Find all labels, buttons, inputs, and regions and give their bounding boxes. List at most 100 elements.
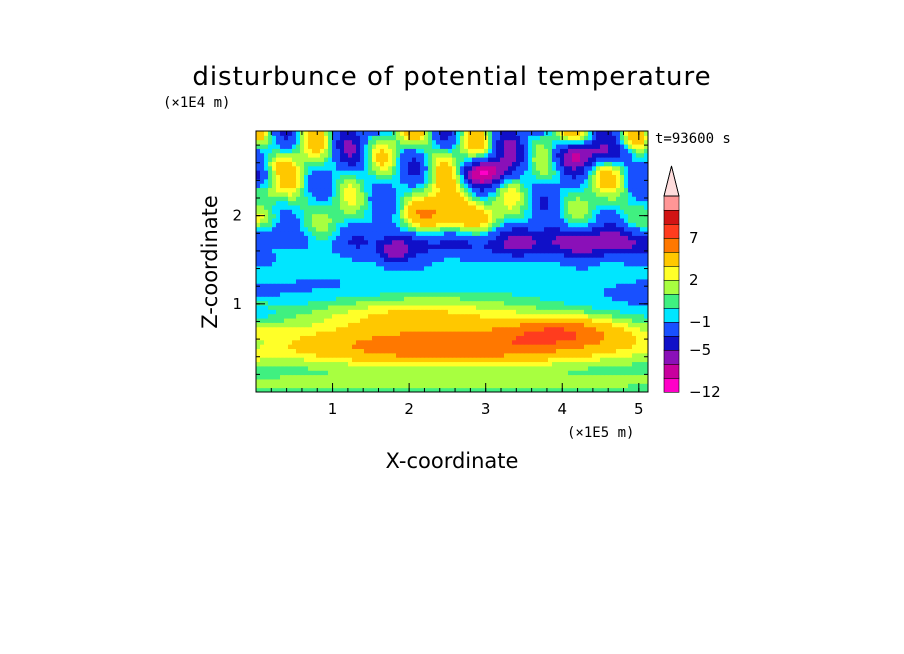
heatmap-cell bbox=[536, 200, 541, 206]
heatmap-cell bbox=[360, 326, 365, 332]
heatmap-cell bbox=[568, 318, 573, 323]
heatmap-cell bbox=[360, 283, 365, 289]
heatmap-cell bbox=[592, 300, 597, 306]
heatmap-cell bbox=[472, 352, 477, 358]
heatmap-cell bbox=[532, 252, 537, 258]
heatmap-cell bbox=[500, 344, 505, 349]
heatmap-cell bbox=[484, 313, 489, 319]
heatmap-cell bbox=[556, 178, 561, 184]
heatmap-cell bbox=[320, 204, 325, 210]
heatmap-cell bbox=[588, 178, 593, 184]
heatmap-cell bbox=[368, 331, 373, 336]
heatmap-cell bbox=[540, 383, 545, 389]
heatmap-cell bbox=[360, 291, 365, 297]
heatmap-cell bbox=[420, 291, 425, 297]
heatmap-cell bbox=[332, 204, 337, 210]
heatmap-cell bbox=[524, 331, 529, 336]
heatmap-cell bbox=[448, 226, 453, 232]
heatmap-cell bbox=[536, 226, 541, 232]
heatmap-cell bbox=[640, 374, 645, 380]
heatmap-cell bbox=[432, 274, 437, 280]
heatmap-cell bbox=[412, 322, 417, 328]
heatmap-cell bbox=[608, 187, 613, 193]
heatmap-cell bbox=[364, 226, 369, 232]
heatmap-cell bbox=[480, 218, 485, 223]
heatmap-cell bbox=[304, 326, 309, 332]
heatmap-cell bbox=[588, 300, 593, 306]
heatmap-cell bbox=[464, 170, 469, 175]
heatmap-cell bbox=[496, 352, 501, 358]
heatmap-cell bbox=[404, 361, 409, 367]
heatmap-cell bbox=[436, 331, 441, 336]
heatmap-cell bbox=[420, 383, 425, 389]
heatmap-cell bbox=[444, 283, 449, 289]
heatmap-cell bbox=[632, 383, 637, 389]
heatmap-cell bbox=[448, 244, 453, 249]
heatmap-cell bbox=[404, 348, 409, 354]
heatmap-cell bbox=[480, 222, 485, 228]
heatmap-cell bbox=[492, 318, 497, 323]
heatmap-cell bbox=[332, 257, 337, 262]
heatmap-cell bbox=[288, 348, 293, 354]
heatmap-cell bbox=[320, 187, 325, 193]
heatmap-cell bbox=[372, 318, 377, 323]
heatmap-cell bbox=[408, 231, 413, 236]
heatmap-cell bbox=[364, 313, 369, 319]
heatmap-cell bbox=[436, 252, 441, 258]
heatmap-cell bbox=[476, 374, 481, 380]
heatmap-cell bbox=[552, 378, 557, 384]
heatmap-cell bbox=[396, 235, 401, 241]
heatmap-cell bbox=[552, 309, 557, 315]
heatmap-cell bbox=[256, 331, 261, 336]
heatmap-cell bbox=[580, 278, 585, 284]
heatmap-cell bbox=[304, 239, 309, 245]
heatmap-cell bbox=[316, 231, 321, 236]
heatmap-cell bbox=[368, 213, 373, 219]
heatmap-cell bbox=[560, 239, 565, 245]
heatmap-cell bbox=[612, 178, 617, 184]
heatmap-cell bbox=[348, 378, 353, 384]
heatmap-cell bbox=[392, 344, 397, 349]
heatmap-cell bbox=[264, 248, 269, 254]
heatmap-cell bbox=[476, 235, 481, 241]
heatmap-cell bbox=[544, 335, 549, 341]
heatmap-cell bbox=[452, 213, 457, 219]
heatmap-cell bbox=[496, 291, 501, 297]
heatmap-cell bbox=[272, 252, 277, 258]
heatmap-cell bbox=[580, 200, 585, 206]
heatmap-cell bbox=[524, 318, 529, 323]
heatmap-cell bbox=[500, 313, 505, 319]
heatmap-cell bbox=[336, 170, 341, 175]
heatmap-cell bbox=[368, 318, 373, 323]
heatmap-cell bbox=[508, 200, 513, 206]
heatmap-cell bbox=[360, 235, 365, 241]
heatmap-cell bbox=[324, 209, 329, 215]
heatmap-cell bbox=[276, 265, 281, 271]
heatmap-cell bbox=[348, 178, 353, 184]
heatmap-cell bbox=[512, 387, 517, 393]
heatmap-cell bbox=[400, 296, 405, 302]
heatmap-cell bbox=[528, 222, 533, 228]
heatmap-cell bbox=[476, 226, 481, 232]
heatmap-cell bbox=[592, 244, 597, 249]
heatmap-cell bbox=[580, 313, 585, 319]
heatmap-cell bbox=[348, 183, 353, 189]
heatmap-cell bbox=[340, 248, 345, 254]
heatmap-cell bbox=[444, 183, 449, 189]
heatmap-cell bbox=[568, 183, 573, 189]
heatmap-cell bbox=[448, 218, 453, 223]
heatmap-cell bbox=[260, 209, 265, 215]
heatmap-cell bbox=[316, 257, 321, 262]
heatmap-cell bbox=[524, 213, 529, 219]
heatmap-cell bbox=[548, 231, 553, 236]
heatmap-cell bbox=[364, 374, 369, 380]
heatmap-cell bbox=[348, 291, 353, 297]
heatmap-cell bbox=[380, 252, 385, 258]
heatmap-cell bbox=[540, 191, 545, 197]
heatmap-cell bbox=[580, 378, 585, 384]
heatmap-cell bbox=[320, 331, 325, 336]
heatmap-cell bbox=[320, 183, 325, 189]
heatmap-cell bbox=[516, 309, 521, 315]
heatmap-cell bbox=[396, 287, 401, 293]
heatmap-cell bbox=[360, 248, 365, 254]
